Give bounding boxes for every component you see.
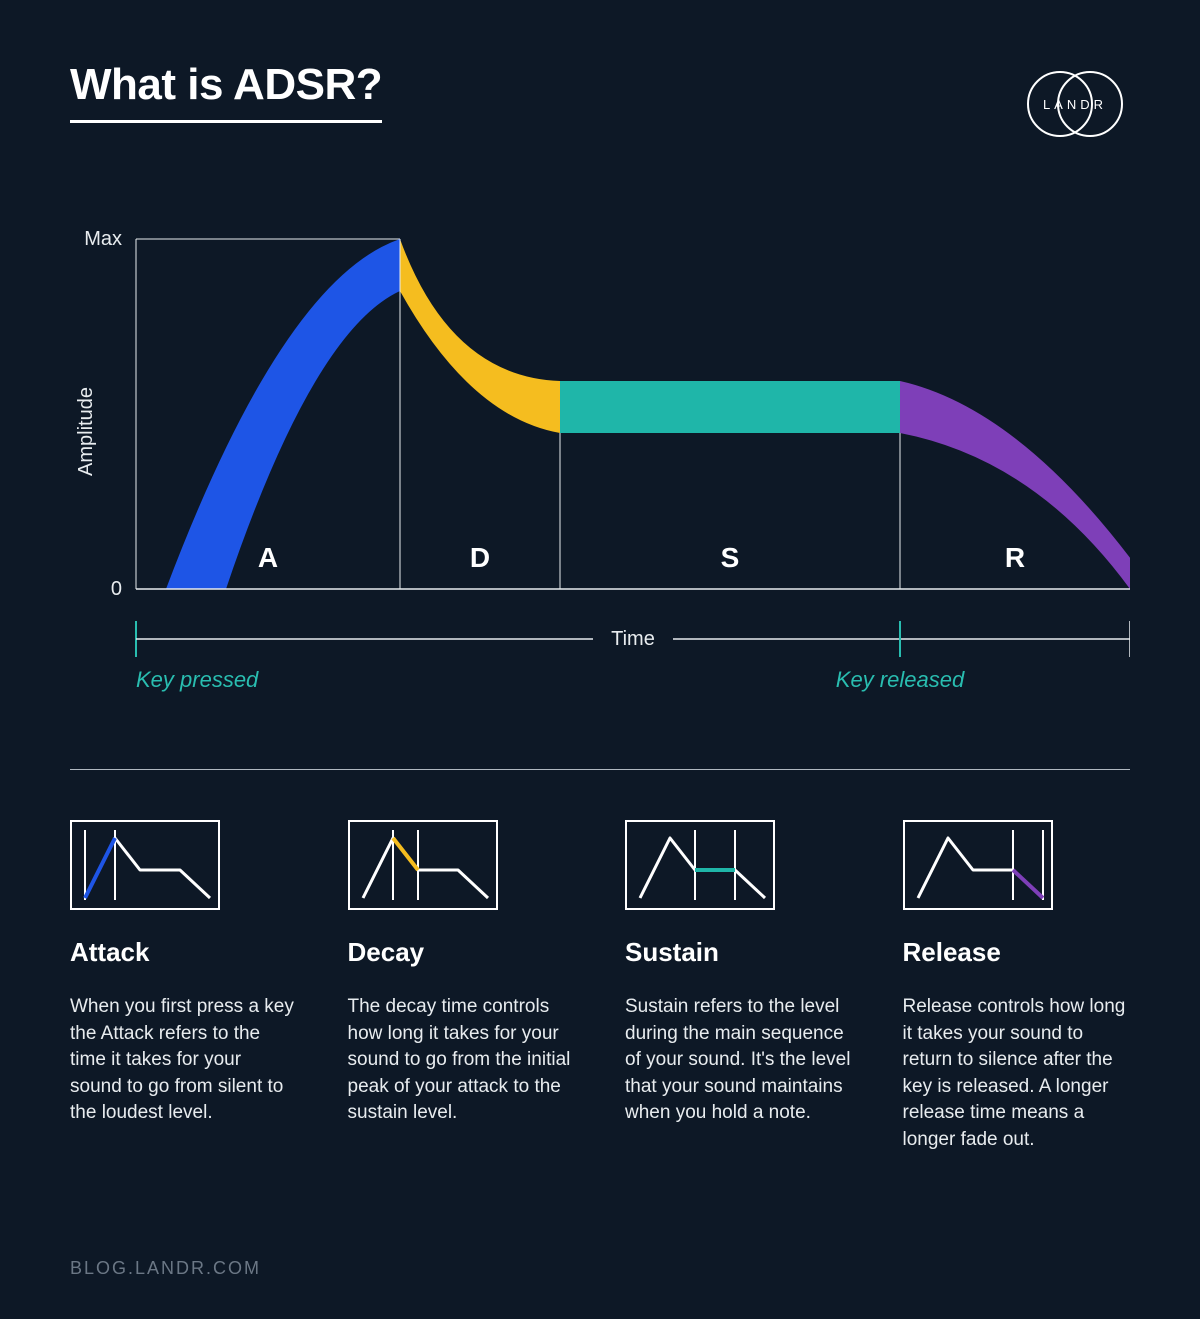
card-title: Attack [70, 937, 298, 968]
sustain-mini-icon [625, 820, 853, 915]
svg-text:0: 0 [111, 578, 122, 600]
card-sustain: Sustain Sustain refers to the level duri… [625, 820, 853, 1154]
svg-text:S: S [721, 542, 740, 573]
svg-text:Max: Max [84, 228, 122, 250]
footer-url: BLOG.LANDR.COM [70, 1258, 261, 1279]
card-title: Release [903, 937, 1131, 968]
page-title: What is ADSR? [70, 60, 382, 123]
card-text: The decay time controls how long it take… [348, 994, 576, 1127]
svg-text:Key released: Key released [836, 667, 965, 692]
attack-mini-icon [70, 820, 298, 915]
card-text: Release controls how long it takes your … [903, 994, 1131, 1154]
svg-text:R: R [1005, 542, 1025, 573]
card-text: Sustain refers to the level during the m… [625, 994, 853, 1127]
svg-text:Time: Time [611, 628, 655, 650]
phase-cards: Attack When you first press a key the At… [70, 820, 1130, 1154]
decay-mini-icon [348, 820, 576, 915]
section-divider [70, 769, 1130, 770]
card-release: Release Release controls how long it tak… [903, 820, 1131, 1154]
card-attack: Attack When you first press a key the At… [70, 820, 298, 1154]
card-title: Sustain [625, 937, 853, 968]
card-title: Decay [348, 937, 576, 968]
card-text: When you first press a key the Attack re… [70, 994, 298, 1127]
card-decay: Decay The decay time controls how long i… [348, 820, 576, 1154]
release-mini-icon [903, 820, 1131, 915]
svg-text:Key pressed: Key pressed [136, 667, 259, 692]
landr-logo: LANDR [1020, 64, 1130, 149]
svg-text:D: D [470, 542, 490, 573]
svg-text:Amplitude: Amplitude [75, 387, 97, 476]
svg-text:LANDR: LANDR [1043, 97, 1107, 112]
svg-text:A: A [258, 542, 278, 573]
adsr-envelope-chart: Max 0 Amplitude A D S R Time Key pressed Key rele… [70, 209, 1130, 709]
